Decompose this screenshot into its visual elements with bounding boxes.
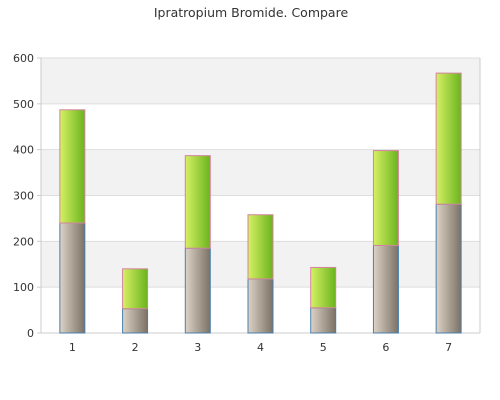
bar-series-2-cat-1 xyxy=(59,109,86,224)
bar-series-1-cat-7 xyxy=(435,203,462,334)
x-tick-label: 3 xyxy=(194,341,201,354)
x-tick-label: 6 xyxy=(382,341,389,354)
bar-series-1-cat-6 xyxy=(372,244,399,334)
y-tick-label: 400 xyxy=(13,144,34,157)
bar-series-1-cat-3 xyxy=(184,247,211,334)
y-tick-label: 100 xyxy=(13,281,34,294)
y-tick-label: 300 xyxy=(13,190,34,203)
bar-series-2-cat-6 xyxy=(372,150,399,246)
bar-series-1-cat-1 xyxy=(59,222,86,334)
x-axis-ticks: 1 2 3 4 5 6 7 xyxy=(69,341,452,354)
y-tick-label: 200 xyxy=(13,235,34,248)
x-tick-label: 4 xyxy=(257,341,264,354)
bar-series-1-cat-5 xyxy=(310,307,337,334)
bar-series-1-cat-2 xyxy=(122,308,149,334)
background-band xyxy=(41,149,480,196)
x-tick-label: 7 xyxy=(445,341,452,354)
y-tick-label: 500 xyxy=(13,98,34,111)
x-tick-label: 1 xyxy=(69,341,76,354)
x-tick-label: 2 xyxy=(132,341,139,354)
bar-series-2-cat-3 xyxy=(184,155,211,249)
bar-series-2-cat-5 xyxy=(310,266,337,309)
bar-series-2-cat-7 xyxy=(435,72,462,205)
bar-series-2-cat-4 xyxy=(247,214,274,280)
background-band xyxy=(41,58,480,104)
x-tick-label: 5 xyxy=(320,341,327,354)
y-axis-ticks: 0 100 200 300 400 500 600 xyxy=(13,52,41,340)
y-tick-label: 600 xyxy=(13,52,34,65)
bar-series-1-cat-4 xyxy=(247,278,274,334)
y-tick-label: 0 xyxy=(27,327,34,340)
chart-title: Ipratropium Bromide. Compare xyxy=(154,5,349,20)
bars xyxy=(59,72,462,334)
bar-series-2-cat-2 xyxy=(122,268,149,310)
